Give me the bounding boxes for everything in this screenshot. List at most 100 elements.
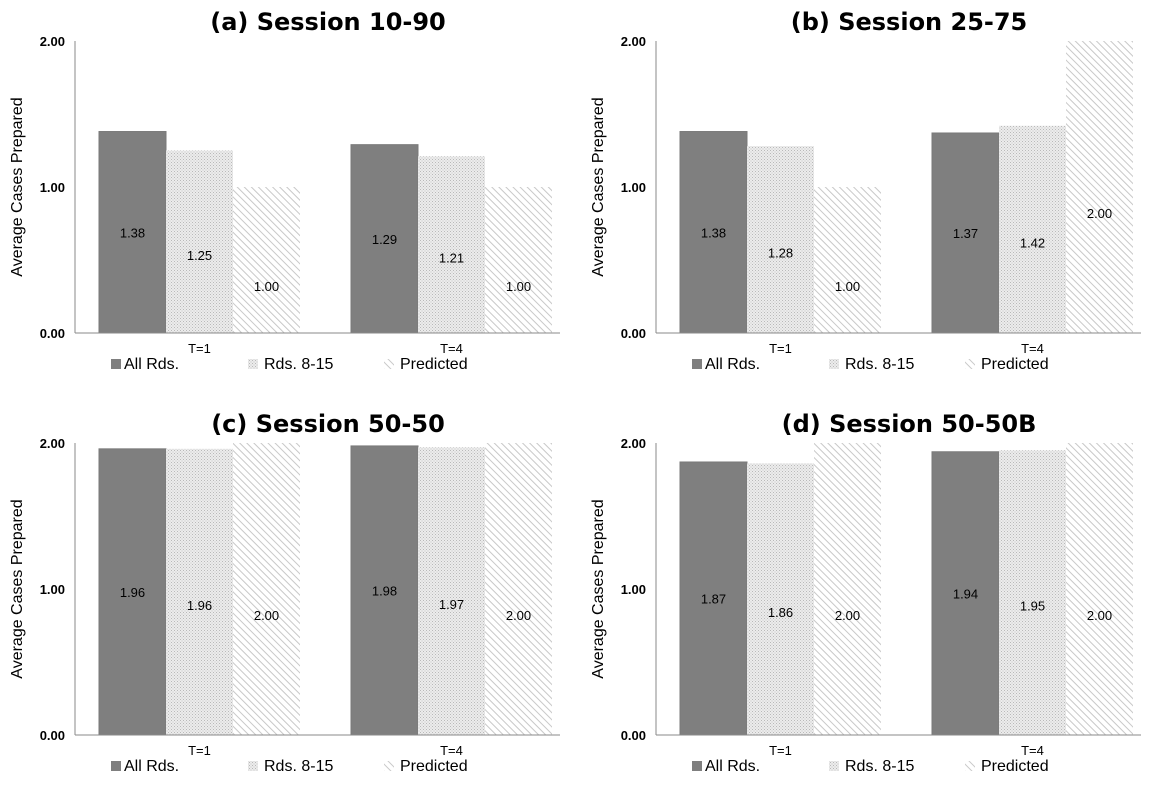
y-axis-label: Average Cases Prepared: [9, 97, 26, 276]
y-tick-label: 2.00: [621, 34, 646, 49]
data-label: 2.00: [254, 608, 279, 623]
bar-predicted-t1: [814, 443, 881, 735]
chart-title: (c) Session 50-50: [211, 410, 445, 438]
x-category-label: T=4: [1021, 341, 1044, 356]
bar-rds-8-15-t4: [418, 447, 485, 735]
bar-rds-8-15-t1: [166, 150, 233, 333]
legend-label: Rds. 8-15: [264, 356, 333, 373]
bar-all-rds--t4: [350, 445, 419, 736]
data-label: 1.87: [701, 591, 726, 606]
data-label: 1.37: [953, 226, 978, 241]
bar-predicted-t4: [485, 443, 552, 735]
legend-label: All Rds.: [705, 758, 760, 775]
legend-swatch-predicted: [965, 761, 975, 771]
chart-panel-d: (d) Session 50-50B Average Cases Prepared…: [581, 402, 1162, 804]
legend-swatch-predicted: [384, 359, 394, 369]
data-label: 2.00: [1087, 608, 1112, 623]
data-label: 1.29: [372, 232, 397, 247]
data-label: 1.00: [254, 279, 279, 294]
legend-label: All Rds.: [124, 758, 179, 775]
x-category-label: T=1: [769, 743, 792, 758]
y-axis-label: Average Cases Prepared: [9, 499, 26, 678]
y-tick-label: 1.00: [40, 180, 65, 195]
chart-panel-b: (b) Session 25-75 Average Cases Prepared 0…: [581, 0, 1162, 402]
chart-title: (a) Session 10-90: [210, 8, 446, 36]
bar-chart-b: (b) Session 25-75 Average Cases Prepared 0…: [590, 8, 1141, 373]
bar-predicted-t4: [485, 187, 552, 333]
bar-predicted-t4: [1066, 41, 1133, 333]
bar-rds-8-15-t1: [747, 146, 814, 333]
bar-chart-d: (d) Session 50-50B Average Cases Prepared…: [590, 410, 1141, 775]
chart-title: (d) Session 50-50B: [782, 410, 1037, 438]
bar-rds-8-15-t4: [999, 450, 1066, 735]
bar-predicted-t1: [814, 187, 881, 333]
y-tick-label: 2.00: [40, 436, 65, 451]
x-category-label: T=1: [188, 743, 211, 758]
x-category-label: T=1: [769, 341, 792, 356]
data-label: 1.28: [768, 246, 793, 261]
data-label: 1.96: [187, 598, 212, 613]
y-tick-label: 0.00: [621, 728, 646, 743]
data-label: 2.00: [835, 608, 860, 623]
legend-label: Predicted: [981, 758, 1049, 775]
bar-rds-8-15-t4: [999, 125, 1066, 334]
x-category-label: T=4: [440, 341, 463, 356]
data-label: 1.00: [835, 279, 860, 294]
data-label: 1.38: [120, 225, 145, 240]
y-tick-label: 0.00: [40, 326, 65, 341]
chart-title: (b) Session 25-75: [791, 8, 1028, 36]
data-label: 1.21: [439, 251, 464, 266]
legend-swatch-all-rds-: [111, 761, 121, 771]
legend-swatch-rds-8-15: [248, 359, 258, 369]
legend-label: Predicted: [981, 356, 1049, 373]
data-label: 1.38: [701, 225, 726, 240]
bar-rds-8-15-t1: [747, 463, 814, 735]
bar-chart-a: (a) Session 10-90 Average Cases Prepared 0…: [9, 8, 560, 373]
legend-label: All Rds.: [705, 356, 760, 373]
legend-swatch-rds-8-15: [248, 761, 258, 771]
bar-all-rds--t1: [679, 131, 748, 334]
data-label: 2.00: [1087, 206, 1112, 221]
legend-label: Predicted: [400, 356, 468, 373]
data-label: 1.00: [506, 279, 531, 294]
data-label: 1.96: [120, 585, 145, 600]
data-label: 2.00: [506, 608, 531, 623]
bar-predicted-t1: [233, 187, 300, 333]
legend-label: All Rds.: [124, 356, 179, 373]
legend-swatch-all-rds-: [692, 359, 702, 369]
x-category-label: T=4: [440, 743, 463, 758]
y-tick-label: 1.00: [40, 582, 65, 597]
data-label: 1.98: [372, 583, 397, 598]
legend-label: Rds. 8-15: [845, 758, 914, 775]
legend-label: Rds. 8-15: [264, 758, 333, 775]
bar-predicted-t4: [1066, 443, 1133, 735]
x-category-label: T=4: [1021, 743, 1044, 758]
y-tick-label: 0.00: [40, 728, 65, 743]
legend-swatch-rds-8-15: [829, 359, 839, 369]
data-label: 1.97: [439, 597, 464, 612]
y-tick-label: 0.00: [621, 326, 646, 341]
x-category-label: T=1: [188, 341, 211, 356]
data-label: 1.25: [187, 248, 212, 263]
y-tick-label: 2.00: [40, 34, 65, 49]
legend-swatch-all-rds-: [111, 359, 121, 369]
bar-all-rds--t4: [350, 144, 419, 334]
chart-panel-c: (c) Session 50-50 Average Cases Prepared 0…: [0, 402, 581, 804]
bar-rds-8-15-t1: [166, 448, 233, 735]
bar-all-rds--t4: [931, 451, 1000, 736]
y-tick-label: 2.00: [621, 436, 646, 451]
legend-swatch-all-rds-: [692, 761, 702, 771]
bar-rds-8-15-t4: [418, 156, 485, 333]
legend-label: Predicted: [400, 758, 468, 775]
y-tick-label: 1.00: [621, 180, 646, 195]
data-label: 1.94: [953, 586, 978, 601]
y-tick-label: 1.00: [621, 582, 646, 597]
bar-predicted-t1: [233, 443, 300, 735]
legend-label: Rds. 8-15: [845, 356, 914, 373]
legend-swatch-predicted: [965, 359, 975, 369]
chart-panel-a: (a) Session 10-90 Average Cases Prepared 0…: [0, 0, 581, 402]
bar-all-rds--t1: [98, 448, 167, 736]
bar-all-rds--t4: [931, 132, 1000, 334]
legend-swatch-predicted: [384, 761, 394, 771]
data-label: 1.95: [1020, 599, 1045, 614]
